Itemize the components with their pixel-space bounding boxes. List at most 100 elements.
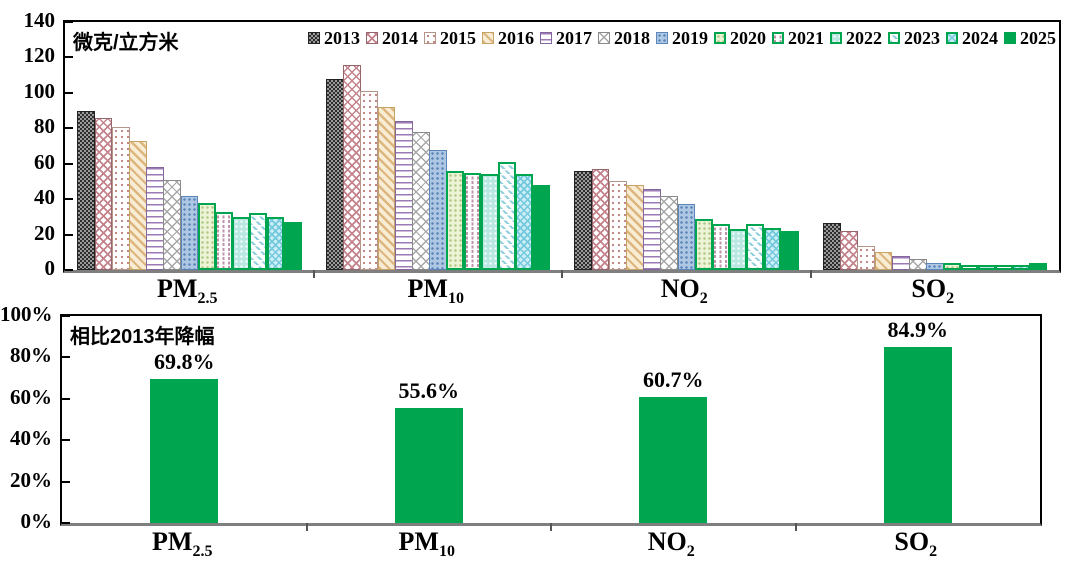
bar-2021-no2 [712,223,730,270]
legend-item: 2024 [946,29,998,47]
x-tick-mark [550,523,552,531]
y-tick-mark [62,397,70,400]
category-base: SO [911,274,947,303]
bar-2018-pm2.5 [163,179,182,270]
legend-item: 2022 [830,29,882,47]
bar-2013-so2 [822,223,841,270]
category-subscript: 2.5 [192,543,213,560]
y-tick-mark [65,127,73,130]
category-subscript: 10 [438,543,455,560]
legend-swatch-2021 [772,32,784,44]
legend: 2013 2014 2015 2016 2017 2018 2019 2020 2021 2022… [302,29,1056,47]
bar-2021-pm10 [463,172,482,270]
y-tick-mark [65,269,73,271]
y-tick-mark [65,21,73,23]
bar-value-label: 69.8% [154,348,215,374]
legend-swatch-2024 [946,32,958,44]
legend-item: 2017 [540,29,592,47]
legend-item: 2019 [656,29,708,47]
legend-swatch-2017 [540,32,552,44]
bar-2019-pm2.5 [180,195,199,270]
bar-2022-pm10 [480,174,499,270]
legend-swatch-2018 [598,32,610,44]
bar-2015-pm10 [360,91,379,270]
bar-2024-so2 [1012,264,1030,270]
y-tick-label: 20% [10,467,52,492]
category-subscript: 2 [699,290,708,307]
bar-2024-pm2.5 [266,216,285,270]
bar-2020-so2 [943,262,962,270]
bar-reduction-pm2.5 [150,378,219,523]
category-base: NO [660,274,700,303]
legend-item: 2025 [1004,29,1056,47]
legend-item: 2015 [424,29,476,47]
y-tick-mark [62,356,70,359]
bar-2025-pm10 [532,184,551,270]
category-base: PM [407,274,448,303]
bar-2017-no2 [643,188,662,270]
category-label: PM2.5 [152,526,212,563]
category-base: PM [152,527,193,556]
legend-swatch-2022 [830,32,842,44]
bar-2023-so2 [994,264,1013,270]
bar-2015-no2 [608,181,627,270]
x-tick-mark [794,523,797,531]
bottom-title: 相比2013年降幅 [70,326,215,348]
y-tick-mark [65,91,73,94]
legend-item: 2013 [308,29,360,47]
bar-2020-pm2.5 [197,202,216,270]
bar-2014-no2 [591,169,610,270]
bar-2016-no2 [626,184,644,270]
y-tick-mark [65,162,73,165]
y-tick-mark [65,56,73,59]
legend-swatch-2014 [366,32,378,44]
bar-2019-pm10 [429,149,447,270]
y-tick-label: 80% [10,343,52,368]
bar-2014-pm2.5 [94,117,113,270]
bar-2020-no2 [694,218,713,270]
legend-item: 2020 [714,29,766,47]
category-label: PM10 [399,526,455,563]
legend-item: 2014 [366,29,418,47]
bar-2016-so2 [874,252,893,270]
category-subscript: 2 [929,543,938,560]
bar-2014-so2 [840,231,858,270]
category-subscript: 2 [686,543,695,560]
bar-value-label: 60.7% [643,367,704,393]
bar-2013-no2 [574,170,593,270]
category-subscript: 2 [946,290,955,307]
x-tick-mark [561,270,563,278]
bar-2023-no2 [746,223,765,270]
legend-item: 2018 [598,29,650,47]
bar-2020-pm10 [446,170,465,270]
legend-label: 2015 [440,28,476,48]
legend-swatch-2019 [656,32,668,44]
category-base: PM [398,527,439,556]
y-tick-label: 0 [44,256,56,280]
y-tick-label: 80 [34,114,55,139]
category-base: PM [157,274,198,303]
category-label: PM10 [408,273,464,315]
legend-swatch-2020 [714,32,726,44]
y-tick-mark [65,233,73,236]
legend-label: 2014 [382,28,418,48]
legend-label: 2019 [672,28,708,48]
bar-2022-no2 [729,229,748,270]
legend-swatch-2015 [424,32,436,44]
bar-2018-so2 [908,259,927,270]
y-tick-mark [62,439,70,442]
x-tick-mark [305,523,308,531]
y-tick-label: 60% [10,384,52,409]
bar-2015-pm2.5 [111,126,130,270]
y-tick-mark [65,198,73,201]
legend-swatch-2016 [482,32,494,44]
y-tick-label: 100 [23,78,56,103]
bar-2025-no2 [780,231,799,270]
legend-label: 2020 [730,28,766,48]
legend-label: 2018 [614,28,650,48]
legend-swatch-2023 [888,32,900,44]
y-tick-label: 140 [23,8,56,32]
legend-item: 2016 [482,29,534,47]
bar-2013-pm10 [325,78,344,270]
bar-2022-pm2.5 [232,216,251,270]
